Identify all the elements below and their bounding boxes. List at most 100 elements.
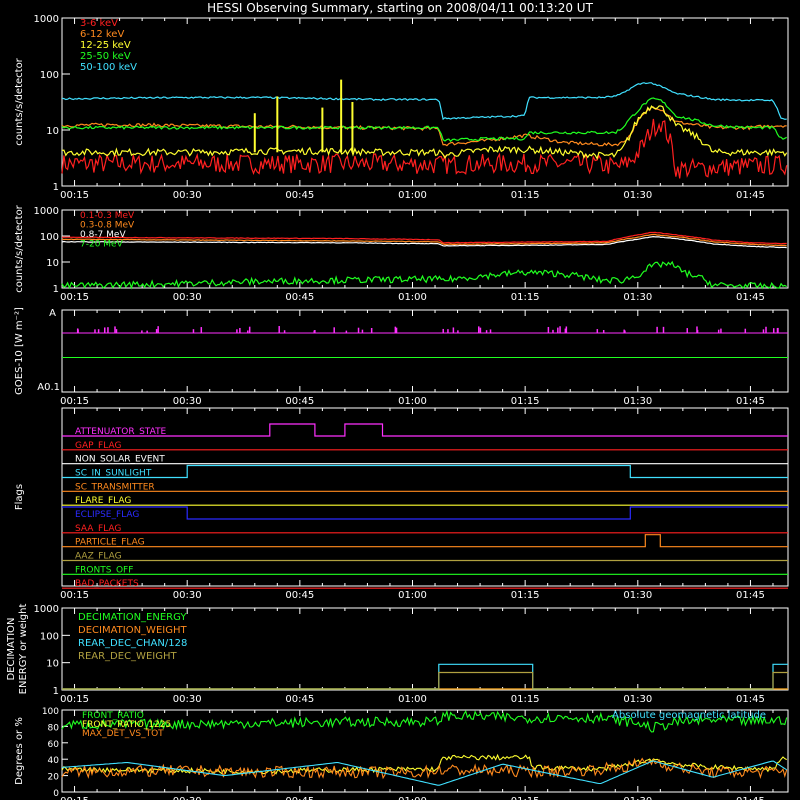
panel-ratio: 00:15 00:30 00:45 01:00 01:15 01:30 01:45 0 20 40… <box>14 707 789 800</box>
x-tick-label: 01:30 <box>623 190 652 201</box>
panel-frame-ratio <box>61 709 789 793</box>
panel-frame-flags <box>61 407 789 587</box>
flag-label: AAZ_FLAG <box>75 552 122 562</box>
y-axis-label: Flags <box>14 484 25 510</box>
flag-label: SC_TRANSMITTER <box>75 482 155 492</box>
x-tick-label: 00:45 <box>285 396 314 407</box>
legend-entry: 50-100 keV <box>80 62 137 73</box>
y-axis-label: DECIMATION <box>6 617 17 680</box>
legend-entry: 3-6 keV <box>80 18 118 29</box>
series-line-0.1-0.3-MeV <box>61 231 787 245</box>
x-tick-label: 01:00 <box>398 396 427 407</box>
flag-label: SC_IN_SUNLIGHT <box>75 469 152 479</box>
legend-entry: 0.8-7 MeV <box>80 230 126 240</box>
x-tick-label: 01:00 <box>398 796 427 800</box>
x-tick-label: 01:30 <box>623 796 652 800</box>
x-tick-label: 00:30 <box>173 190 202 201</box>
legend-entry: 0.1-0.3 MeV <box>80 211 135 221</box>
legend-entry: REAR_DEC_CHAN/128 <box>78 638 187 649</box>
y-axis-label: GOES-10 [W m⁻²] <box>14 307 25 395</box>
x-tick-label: 00:45 <box>285 292 314 303</box>
legend-entry: FRONT_RATIO_1225 <box>82 720 171 730</box>
y-axis-label: ENERGY or weight <box>18 604 29 695</box>
legend-entry: DECIMATION_WEIGHT <box>78 625 187 636</box>
flag-label: FRONTS_OFF <box>75 565 133 575</box>
x-tick-label: 00:15 <box>60 396 89 407</box>
x-tick-label: 01:00 <box>398 190 427 201</box>
legend-entry: MAX_DET_VS_TOT <box>82 729 164 739</box>
x-tick-label: 00:30 <box>173 590 202 601</box>
flag-label: NON_SOLAR_EVENT <box>75 455 165 465</box>
y-tick-label: 1 <box>53 182 59 193</box>
panel-frame-hi <box>61 209 789 289</box>
y-tick-label: 10 <box>46 126 59 137</box>
y-tick-label: A <box>49 308 56 319</box>
x-tick-label: 01:15 <box>511 590 540 601</box>
y-tick-label: 10 <box>46 258 59 269</box>
flag-label: ATTENUATOR_STATE <box>75 427 167 437</box>
flag-line-sc_in_sunlight <box>62 464 788 479</box>
flag-label: PARTICLE_FLAG <box>75 538 145 548</box>
panel-frame-lo <box>61 17 789 187</box>
panel-frame-goes <box>61 309 789 393</box>
x-tick-label: 00:30 <box>173 796 202 800</box>
x-tick-label: 01:45 <box>736 190 765 201</box>
series-line-0.8-7-MeV <box>61 235 787 249</box>
series-line-MAX_DET_VS_TOT <box>61 757 788 780</box>
x-tick-label: 01:45 <box>736 796 765 800</box>
flag-line-attenuator_state <box>62 423 788 437</box>
x-tick-label: 01:45 <box>736 396 765 407</box>
x-tick-label: 01:15 <box>511 396 540 407</box>
x-tick-label: 00:45 <box>285 590 314 601</box>
series-line-50-100-keV <box>61 82 787 121</box>
x-tick-label: 00:15 <box>60 796 89 800</box>
x-tick-label: 01:15 <box>511 694 540 705</box>
panel-dec: 00:15 00:30 00:45 01:00 01:15 01:30 01:45 1 10 10… <box>6 604 789 705</box>
y-tick-label: 1 <box>53 284 59 295</box>
flag-label: BAD_PACKETS <box>75 579 139 589</box>
y-tick-label: 100 <box>40 232 59 243</box>
flag-line-eclipse_flag <box>62 506 788 520</box>
y-axis-label: counts/s/detector <box>14 57 25 145</box>
series-line-7-20-MeV <box>61 260 788 290</box>
x-tick-label: 01:45 <box>736 292 765 303</box>
y-tick-label: 1 <box>53 686 59 697</box>
flag-line-particle_flag <box>62 534 788 548</box>
legend-entry: 7-20 MeV <box>80 240 124 250</box>
series-line-FRONT_RATIO <box>61 709 788 733</box>
x-tick-label: 00:45 <box>285 796 314 800</box>
panel-lo: 00:15 00:30 00:45 01:00 01:15 01:30 01:45 1 10 10… <box>14 14 789 201</box>
x-tick-label: 01:30 <box>623 590 652 601</box>
flag-label: GAP_FLAG <box>75 441 121 451</box>
panel-frame-dec <box>61 607 789 691</box>
y-axis-label: Degrees or % <box>14 717 25 785</box>
y-tick-label: 20 <box>48 773 60 783</box>
panel-goes: 00:15 00:30 00:45 01:00 01:15 01:30 01:45 A A0.1… <box>14 307 789 407</box>
x-tick-label: 01:00 <box>398 694 427 705</box>
y-tick-label: 1000 <box>34 206 59 217</box>
series-line-Absolute-geomagnetic-latitude <box>61 760 787 786</box>
series-line-12-25-keV <box>61 105 788 161</box>
x-tick-label: 01:45 <box>736 590 765 601</box>
legend-entry: DECIMATION_ENERGY <box>78 612 187 623</box>
y-tick-label: A0.1 <box>37 382 60 393</box>
x-tick-label: 00:45 <box>285 694 314 705</box>
x-tick-label: 01:15 <box>511 190 540 201</box>
x-tick-label: 01:30 <box>623 396 652 407</box>
x-tick-label: 01:30 <box>623 694 652 705</box>
legend-entry: 12-25 keV <box>80 40 131 51</box>
legend-entry: 25-50 keV <box>80 51 131 62</box>
x-tick-label: 00:15 <box>60 694 89 705</box>
flag-label: FLARE_FLAG <box>75 496 131 506</box>
y-tick-label: 0 <box>53 789 59 799</box>
x-tick-label: 00:30 <box>173 396 202 407</box>
panel-hi: 00:15 00:30 00:45 01:00 01:15 01:30 01:45 1 10 10… <box>14 204 789 303</box>
x-tick-label: 00:30 <box>173 292 202 303</box>
x-tick-label: 00:15 <box>60 590 89 601</box>
x-tick-label: 00:15 <box>60 292 89 303</box>
legend-entry: 6-12 keV <box>80 29 124 40</box>
legend-entry: 0.3-0.8 MeV <box>80 221 135 231</box>
legend-entry: Absolute geomagnetic latitude <box>612 710 766 721</box>
y-tick-label: 1000 <box>34 14 59 25</box>
